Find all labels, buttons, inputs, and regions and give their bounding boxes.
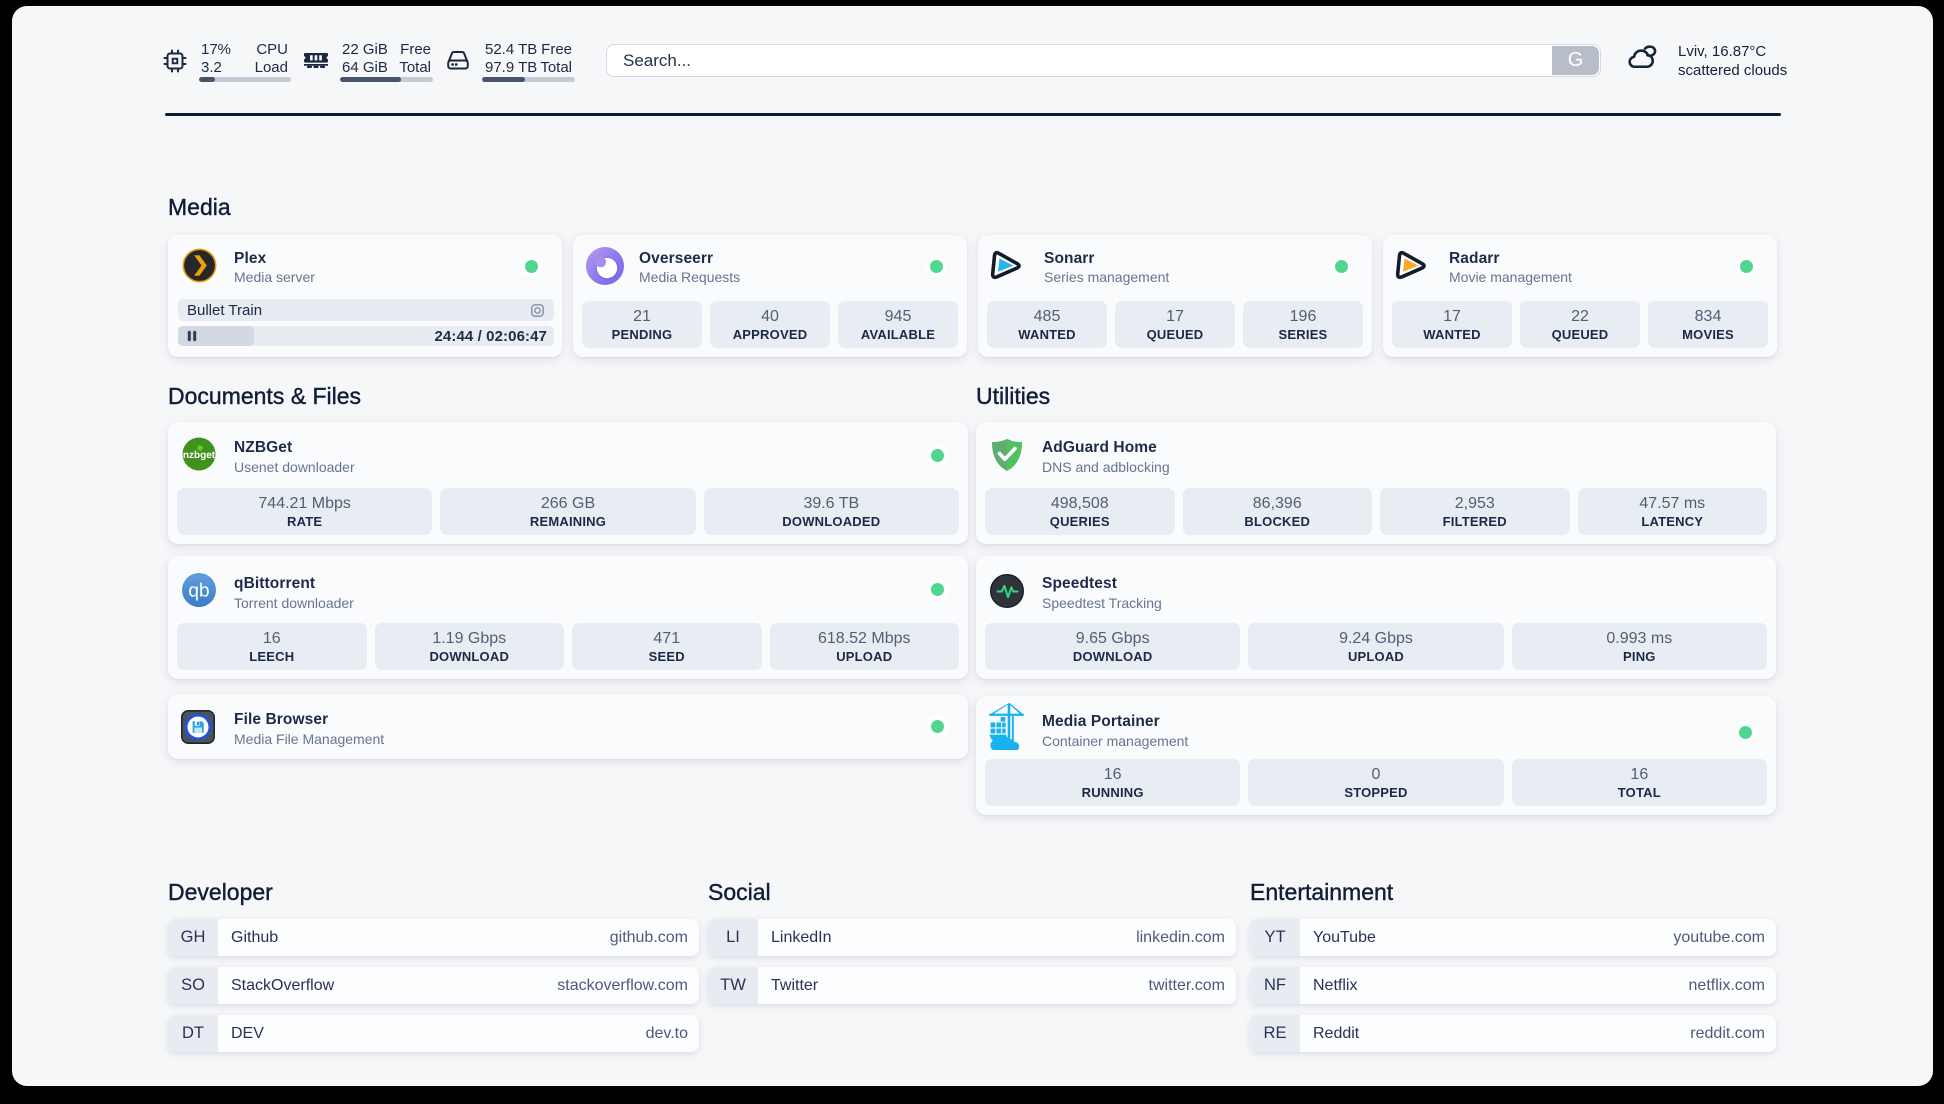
svg-text:nzbget: nzbget	[183, 450, 216, 461]
svg-text:qb: qb	[188, 581, 209, 602]
